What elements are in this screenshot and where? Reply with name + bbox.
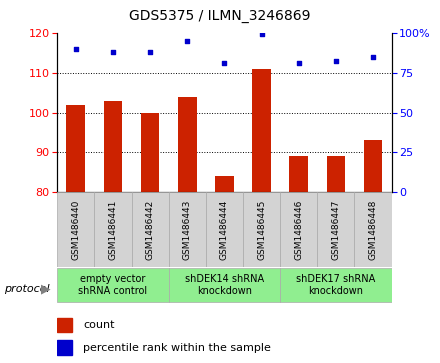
Bar: [243, 192, 280, 267]
Text: GSM1486440: GSM1486440: [71, 199, 80, 260]
Text: GDS5375 / ILMN_3246869: GDS5375 / ILMN_3246869: [129, 9, 311, 23]
Text: GSM1486442: GSM1486442: [146, 200, 154, 260]
Text: shDEK17 shRNA
knockdown: shDEK17 shRNA knockdown: [296, 274, 375, 296]
Bar: [169, 192, 206, 267]
Bar: [132, 192, 169, 267]
Point: [72, 46, 79, 52]
Bar: [57, 192, 94, 267]
Bar: [280, 268, 392, 302]
Bar: [355, 192, 392, 267]
Text: protocol: protocol: [4, 284, 50, 294]
Bar: [290, 156, 308, 192]
Bar: [215, 176, 234, 192]
Bar: [178, 97, 197, 192]
Bar: [104, 101, 122, 192]
Text: GSM1486447: GSM1486447: [331, 199, 341, 260]
Text: percentile rank within the sample: percentile rank within the sample: [84, 343, 271, 352]
Bar: [141, 113, 159, 192]
Point: [258, 31, 265, 37]
Text: shDEK14 shRNA
knockdown: shDEK14 shRNA knockdown: [185, 274, 264, 296]
Bar: [169, 268, 280, 302]
Bar: [252, 69, 271, 192]
Point: [295, 60, 302, 66]
Text: GSM1486443: GSM1486443: [183, 199, 192, 260]
Bar: [57, 318, 72, 332]
Bar: [57, 268, 169, 302]
Point: [332, 58, 339, 64]
Bar: [280, 192, 317, 267]
Text: ▶: ▶: [41, 282, 51, 295]
Point: [370, 54, 377, 60]
Text: GSM1486446: GSM1486446: [294, 199, 303, 260]
Text: GSM1486444: GSM1486444: [220, 200, 229, 260]
Point: [110, 49, 117, 55]
Point: [184, 38, 191, 44]
Bar: [364, 140, 382, 192]
Bar: [206, 192, 243, 267]
Text: empty vector
shRNA control: empty vector shRNA control: [78, 274, 147, 296]
Bar: [326, 156, 345, 192]
Bar: [57, 340, 72, 355]
Bar: [66, 105, 85, 192]
Bar: [317, 192, 355, 267]
Point: [221, 60, 228, 66]
Point: [147, 49, 154, 55]
Text: GSM1486441: GSM1486441: [108, 199, 117, 260]
Bar: [94, 192, 132, 267]
Text: count: count: [84, 320, 115, 330]
Text: GSM1486448: GSM1486448: [369, 199, 378, 260]
Text: GSM1486445: GSM1486445: [257, 199, 266, 260]
